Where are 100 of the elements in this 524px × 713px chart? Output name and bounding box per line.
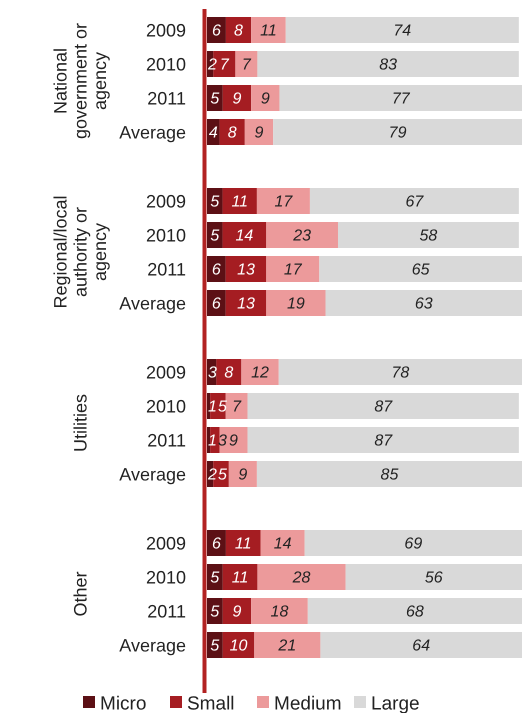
data-label: 21 bbox=[277, 638, 296, 655]
data-label: 7 bbox=[220, 56, 230, 74]
y-tick-label: 2011 bbox=[147, 88, 186, 108]
bar bbox=[207, 564, 223, 590]
bar bbox=[273, 119, 522, 145]
y-tick-label: 2009 bbox=[146, 533, 186, 554]
bar bbox=[260, 530, 305, 556]
legend-label: Medium bbox=[274, 694, 342, 713]
y-tick-label: Average bbox=[119, 635, 186, 656]
bar bbox=[241, 359, 279, 385]
bar bbox=[222, 598, 252, 624]
data-label: 56 bbox=[424, 570, 443, 587]
data-label: 9 bbox=[229, 432, 238, 450]
y-tick-label: 2010 bbox=[146, 567, 186, 588]
bar bbox=[226, 17, 252, 43]
bar bbox=[286, 17, 519, 43]
bar bbox=[222, 188, 257, 214]
y-axis-title: Other bbox=[70, 571, 90, 617]
data-label: 13 bbox=[237, 296, 255, 313]
data-label: 67 bbox=[406, 194, 424, 211]
data-label: 8 bbox=[228, 124, 237, 142]
data-label: 79 bbox=[388, 124, 407, 142]
data-label: 11 bbox=[232, 570, 248, 587]
data-label: 87 bbox=[374, 432, 394, 450]
bar bbox=[266, 290, 326, 316]
legend-label: Small bbox=[187, 694, 235, 713]
bar bbox=[207, 85, 223, 111]
bar bbox=[244, 119, 274, 145]
data-label: 17 bbox=[284, 262, 303, 279]
data-label: 9 bbox=[254, 124, 264, 142]
bar bbox=[254, 632, 320, 658]
bar bbox=[222, 222, 266, 248]
data-label: 63 bbox=[414, 296, 433, 313]
y-tick-label: 2010 bbox=[146, 54, 186, 74]
bar bbox=[257, 51, 519, 77]
bar bbox=[266, 222, 338, 248]
bar bbox=[320, 632, 522, 658]
bar bbox=[207, 17, 226, 43]
bar bbox=[226, 256, 266, 282]
bar bbox=[304, 530, 522, 556]
data-label: 23 bbox=[292, 228, 312, 245]
bar bbox=[222, 564, 258, 590]
data-label: 19 bbox=[286, 296, 305, 313]
data-label: 69 bbox=[404, 536, 422, 553]
bar bbox=[207, 427, 210, 453]
y-tick-label: Average bbox=[119, 293, 186, 314]
bar bbox=[338, 222, 519, 248]
bar bbox=[220, 119, 245, 145]
bar bbox=[207, 632, 223, 658]
bar bbox=[278, 359, 522, 385]
data-label: 5 bbox=[210, 638, 220, 655]
data-label: 78 bbox=[391, 364, 410, 382]
y-axis-title: National government or agency bbox=[50, 22, 110, 140]
bar bbox=[207, 393, 210, 419]
y-axis-title: Utilities bbox=[70, 394, 90, 452]
data-label: 58 bbox=[420, 228, 438, 245]
data-label: 11 bbox=[234, 536, 252, 553]
data-label: 6 bbox=[212, 296, 221, 313]
data-label: 8 bbox=[224, 364, 234, 382]
data-label: 5 bbox=[210, 194, 220, 211]
data-label: 12 bbox=[251, 364, 270, 382]
data-label: 9 bbox=[232, 90, 242, 108]
data-label: 4 bbox=[208, 124, 218, 142]
data-label: 5 bbox=[210, 90, 220, 108]
bar bbox=[319, 256, 522, 282]
bar bbox=[251, 17, 286, 43]
bar bbox=[207, 530, 226, 556]
bar bbox=[266, 256, 320, 282]
bar bbox=[222, 85, 252, 111]
y-tick-label: 2011 bbox=[147, 259, 186, 280]
data-label: 14 bbox=[236, 228, 254, 245]
data-label: 83 bbox=[379, 56, 398, 74]
bar bbox=[226, 393, 248, 419]
bar bbox=[235, 51, 258, 77]
data-label: 6 bbox=[212, 536, 221, 553]
data-label: 17 bbox=[274, 194, 294, 211]
data-label: 13 bbox=[237, 262, 255, 279]
data-label: 85 bbox=[380, 466, 398, 484]
data-label: 74 bbox=[393, 22, 412, 40]
y-tick-label: Average bbox=[119, 122, 186, 142]
data-label: 87 bbox=[374, 398, 394, 416]
data-label: 64 bbox=[412, 638, 430, 655]
y-tick-label: 2010 bbox=[146, 225, 186, 246]
data-label: 5 bbox=[210, 604, 220, 621]
data-label: 18 bbox=[270, 604, 288, 621]
bar bbox=[279, 85, 522, 111]
data-label: 1 bbox=[208, 432, 217, 450]
data-label: 11 bbox=[260, 22, 277, 40]
data-label: 6 bbox=[212, 22, 221, 40]
data-label: 8 bbox=[234, 22, 244, 40]
data-label: 7 bbox=[242, 56, 252, 74]
data-label: 9 bbox=[232, 604, 242, 621]
data-label: 5 bbox=[210, 570, 220, 587]
data-label: 6 bbox=[212, 262, 221, 279]
bar bbox=[257, 564, 346, 590]
y-tick-label: Average bbox=[119, 464, 186, 484]
bar bbox=[228, 461, 257, 487]
y-tick-label: 2011 bbox=[147, 601, 186, 622]
data-label: 10 bbox=[230, 638, 248, 655]
bar bbox=[216, 359, 242, 385]
